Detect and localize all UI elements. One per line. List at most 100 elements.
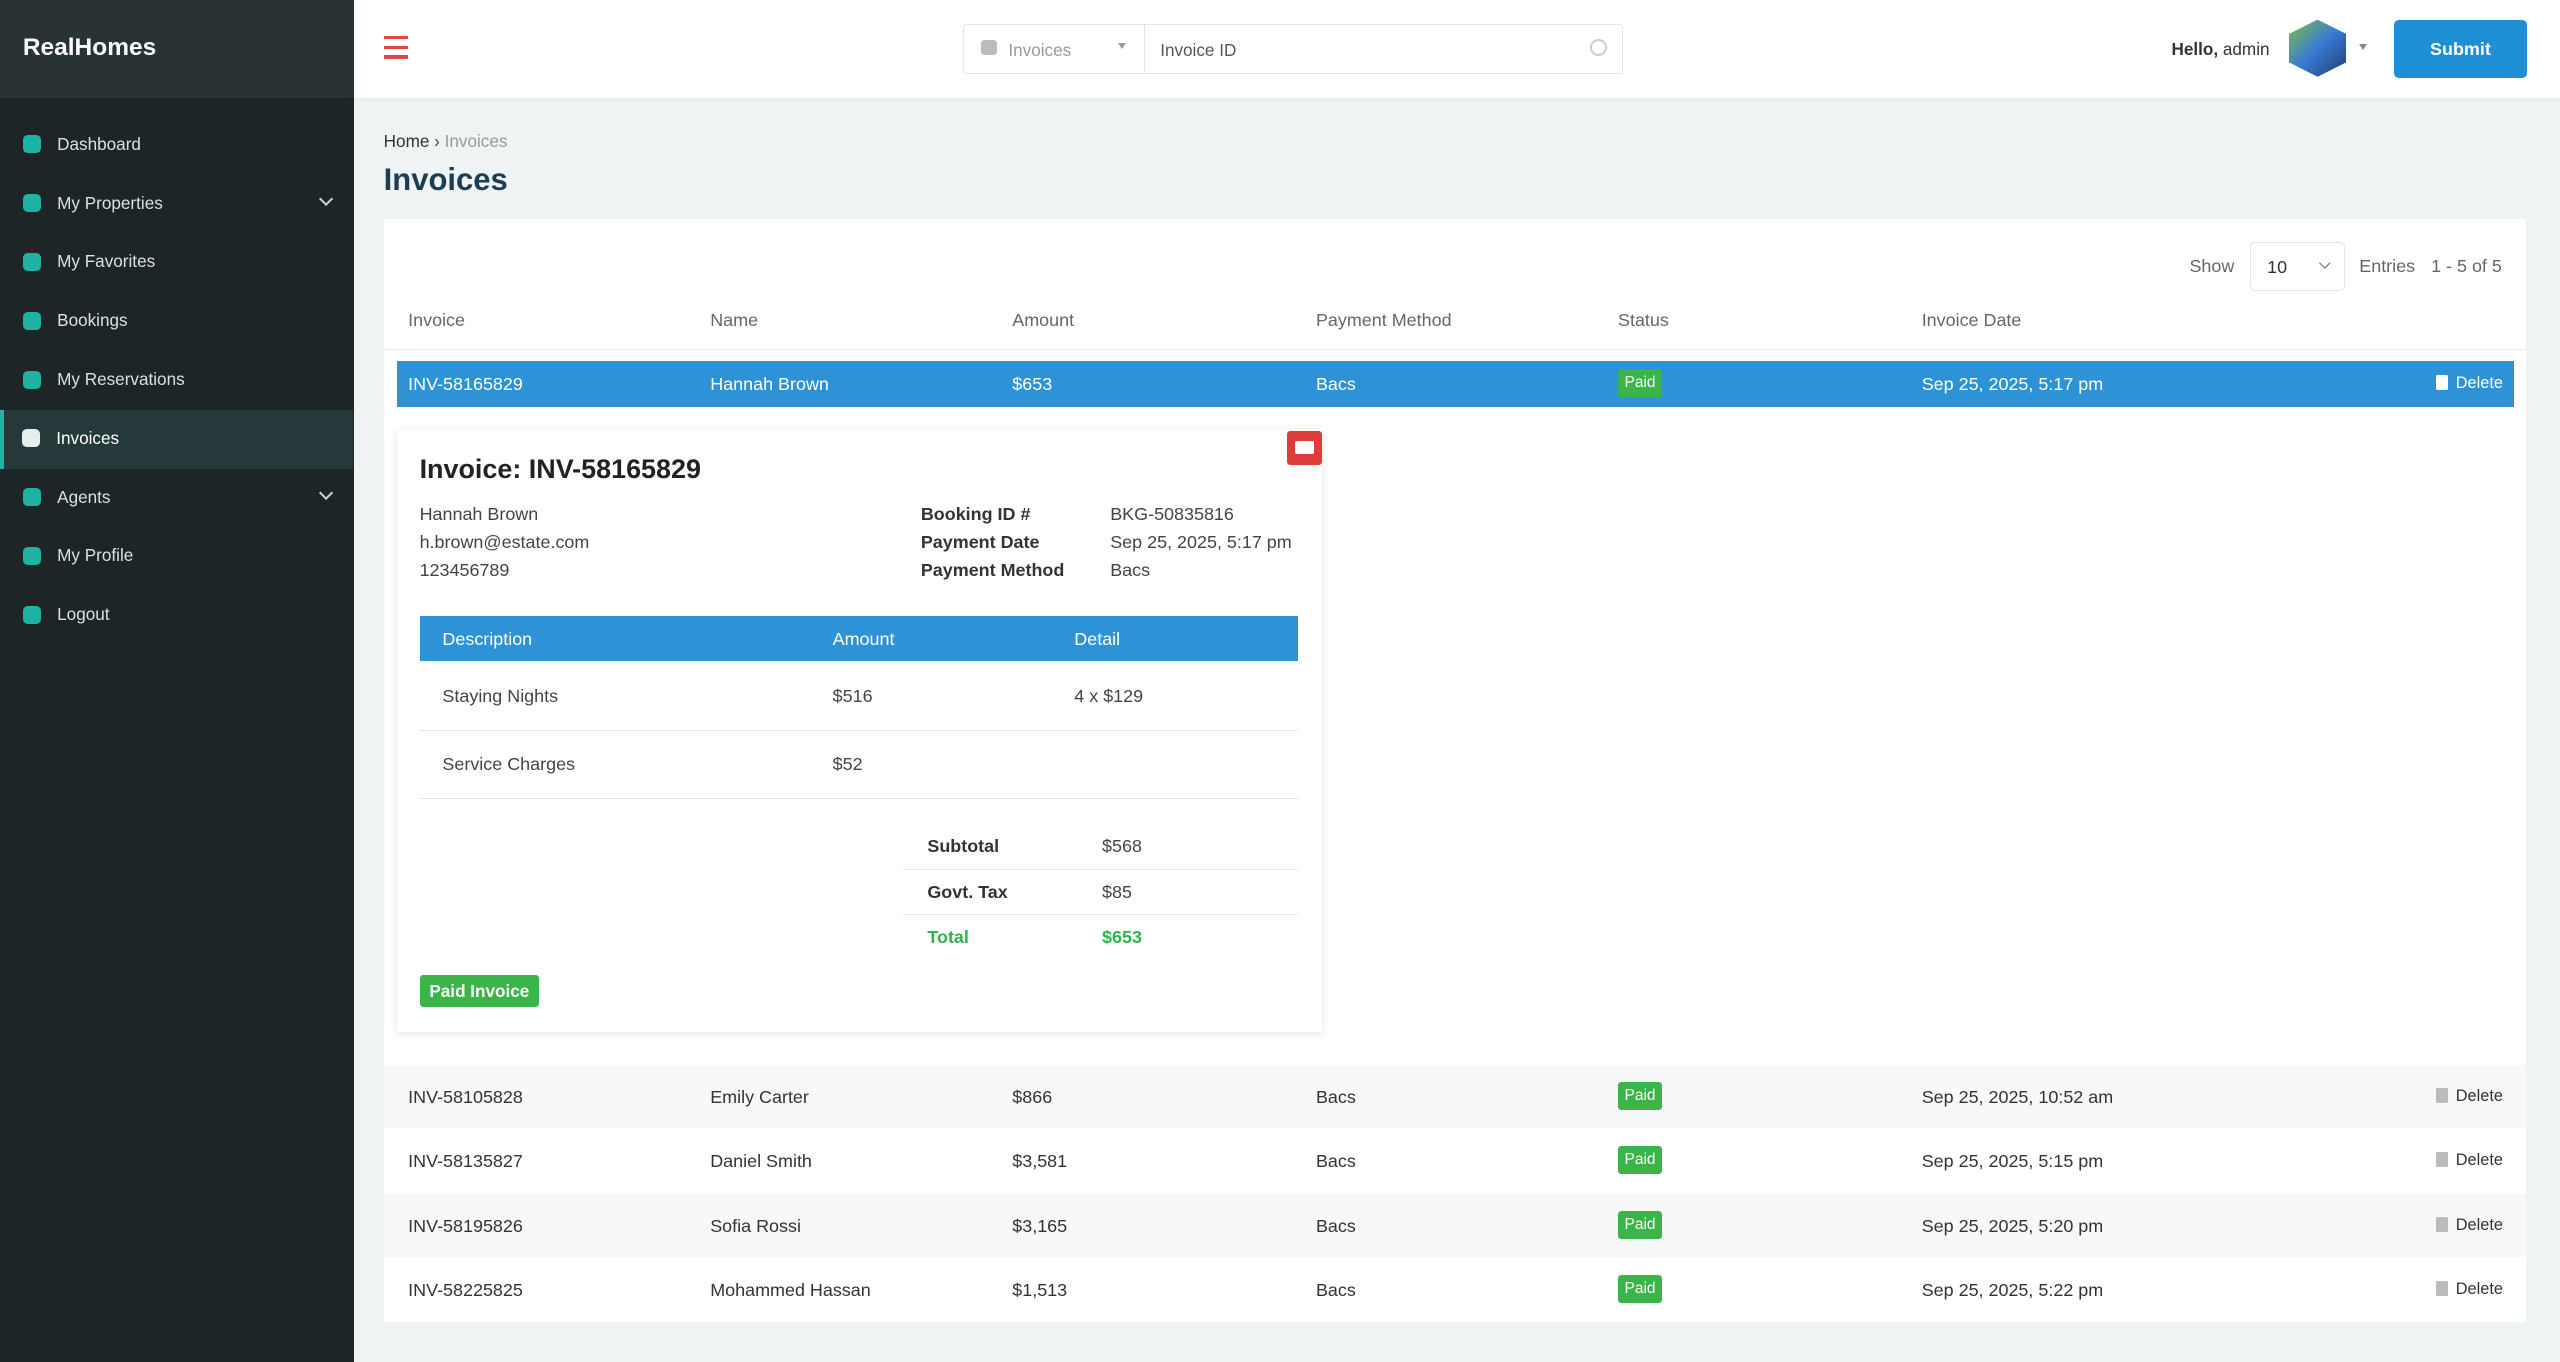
menu-label: My Profile bbox=[57, 545, 134, 566]
menu-label: My Reservations bbox=[57, 368, 185, 389]
menu-toggle[interactable] bbox=[383, 35, 409, 59]
cell: Bacs bbox=[1315, 373, 1356, 394]
menu-item[interactable]: Agents bbox=[0, 469, 354, 528]
cell: Emily Carter bbox=[710, 1087, 809, 1108]
table-row[interactable] bbox=[383, 1064, 2526, 1129]
meta-value: Bacs bbox=[1110, 560, 1151, 580]
meta-label: Booking ID # bbox=[920, 504, 1031, 525]
column-header: Invoice Date bbox=[1921, 310, 2022, 331]
cell: Sep 25, 2025, 5:15 pm bbox=[1921, 1151, 2104, 1172]
menu-label: Dashboard bbox=[57, 133, 141, 154]
cell: INV-58225825 bbox=[408, 1280, 523, 1301]
menu-item[interactable]: My Profile bbox=[0, 527, 354, 586]
column-header: Name bbox=[710, 310, 759, 331]
status-badge: Paid bbox=[1618, 1146, 1663, 1174]
meta-value: BKG-50835816 bbox=[1110, 504, 1234, 525]
column-header: Invoice bbox=[408, 310, 466, 331]
breadcrumb-current: Invoices bbox=[444, 130, 508, 151]
item-row: Service Charges $52 bbox=[419, 730, 1298, 800]
table-row[interactable] bbox=[383, 1257, 2526, 1321]
search-scope[interactable]: Invoices bbox=[1008, 40, 1072, 61]
cell: Bacs bbox=[1315, 1280, 1356, 1301]
breadcrumb-link[interactable]: Home bbox=[383, 130, 430, 151]
cell: $1,513 bbox=[1012, 1280, 1068, 1301]
menu-item[interactable]: Bookings bbox=[0, 292, 354, 351]
paid-badge: Paid Invoice bbox=[419, 974, 540, 1008]
cell: Bacs bbox=[1315, 1087, 1356, 1108]
print-button[interactable] bbox=[1286, 431, 1323, 466]
cell: Sep 25, 2025, 5:17 pm bbox=[1921, 373, 2104, 394]
menu-label: My Favorites bbox=[57, 251, 156, 272]
delete-button[interactable]: Delete bbox=[2436, 374, 2503, 393]
cell: INV-58135827 bbox=[408, 1151, 523, 1172]
customer-phone: 123456789 bbox=[419, 560, 510, 580]
invoice-title: Invoice: INV-58165829 bbox=[419, 453, 701, 484]
cell: Sep 25, 2025, 5:20 pm bbox=[1921, 1216, 2104, 1237]
topbar: Invoices Invoice ID Hello, admin Submit bbox=[354, 0, 2560, 98]
page-title: Invoices bbox=[383, 161, 508, 197]
delete-button[interactable]: Delete bbox=[2436, 1216, 2503, 1235]
greeting: Hello, admin bbox=[2171, 39, 2270, 60]
submit-button[interactable]: Submit bbox=[2393, 19, 2528, 79]
cell: INV-58195826 bbox=[408, 1216, 523, 1237]
sidebar: RealHomes Dashboard My Properties My Fav… bbox=[0, 0, 355, 1362]
column-header: Payment Method bbox=[1315, 310, 1452, 331]
cell: Daniel Smith bbox=[710, 1151, 812, 1172]
total-value: $85 bbox=[1102, 881, 1132, 902]
menu-label: Bookings bbox=[57, 310, 128, 331]
grand-total-label: Total bbox=[927, 927, 969, 948]
customer-email: h.brown@estate.com bbox=[419, 532, 590, 553]
delete-button[interactable]: Delete bbox=[2436, 1087, 2503, 1106]
cell: $3,165 bbox=[1012, 1216, 1068, 1237]
menu-item[interactable]: Logout bbox=[0, 586, 354, 645]
total-label: Subtotal bbox=[927, 835, 1000, 856]
menu-item[interactable]: My Favorites bbox=[0, 233, 354, 292]
status-badge: Paid bbox=[1618, 368, 1663, 397]
show-label: Show bbox=[2189, 256, 2235, 277]
table-row[interactable] bbox=[383, 1193, 2526, 1258]
page-size-select[interactable]: 10 bbox=[2249, 241, 2345, 291]
invoice-detail: Invoice: INV-58165829 Hannah Brown h.bro… bbox=[396, 429, 1323, 1032]
status-badge: Paid bbox=[1618, 1082, 1663, 1111]
cell: INV-58105828 bbox=[408, 1087, 523, 1108]
brand[interactable]: RealHomes bbox=[22, 34, 157, 62]
total-value: $568 bbox=[1102, 835, 1142, 856]
cell: $3,581 bbox=[1012, 1151, 1068, 1172]
table-row[interactable] bbox=[383, 1128, 2526, 1192]
menu-item[interactable]: Dashboard bbox=[0, 116, 354, 175]
items-header: Description Amount Detail bbox=[419, 615, 1298, 662]
item-row: Staying Nights $516 4 x $129 bbox=[419, 661, 1298, 731]
menu-item[interactable]: My Reservations bbox=[0, 351, 354, 410]
menu-item-active[interactable]: Invoices bbox=[0, 409, 354, 469]
meta-label: Payment Method bbox=[920, 560, 1065, 580]
delete-button[interactable]: Delete bbox=[2436, 1280, 2503, 1299]
cell: Mohammed Hassan bbox=[710, 1280, 871, 1301]
cell: Sofia Rossi bbox=[710, 1216, 801, 1237]
menu-label: Invoices bbox=[56, 427, 120, 448]
status-badge: Paid bbox=[1618, 1211, 1663, 1240]
cell: Bacs bbox=[1315, 1216, 1356, 1237]
status-badge: Paid bbox=[1618, 1275, 1663, 1303]
breadcrumb: Home › Invoices bbox=[383, 130, 508, 151]
customer-name: Hannah Brown bbox=[419, 504, 539, 525]
avatar[interactable] bbox=[2289, 19, 2347, 77]
cell: Sep 25, 2025, 10:52 am bbox=[1921, 1087, 2114, 1108]
search-input[interactable]: Invoice ID bbox=[1160, 40, 1237, 61]
meta-label: Payment Date bbox=[920, 532, 1040, 553]
menu-label: Agents bbox=[57, 486, 111, 507]
delete-button[interactable]: Delete bbox=[2436, 1151, 2503, 1170]
cell: $866 bbox=[1012, 1087, 1053, 1108]
cell: $653 bbox=[1012, 373, 1053, 394]
table-row[interactable] bbox=[396, 360, 2515, 407]
cell: Bacs bbox=[1315, 1151, 1356, 1172]
range-info: 1 - 5 of 5 bbox=[2431, 256, 2502, 277]
column-header: Status bbox=[1618, 310, 1669, 331]
search-box: Invoices Invoice ID bbox=[963, 24, 1624, 74]
entries-label: Entries bbox=[2359, 256, 2416, 277]
cell: Hannah Brown bbox=[710, 373, 829, 394]
menu-item[interactable]: My Properties bbox=[0, 175, 354, 234]
menu-label: My Properties bbox=[57, 192, 163, 213]
cell: Sep 25, 2025, 5:22 pm bbox=[1921, 1280, 2104, 1301]
menu-label: Logout bbox=[57, 604, 110, 625]
